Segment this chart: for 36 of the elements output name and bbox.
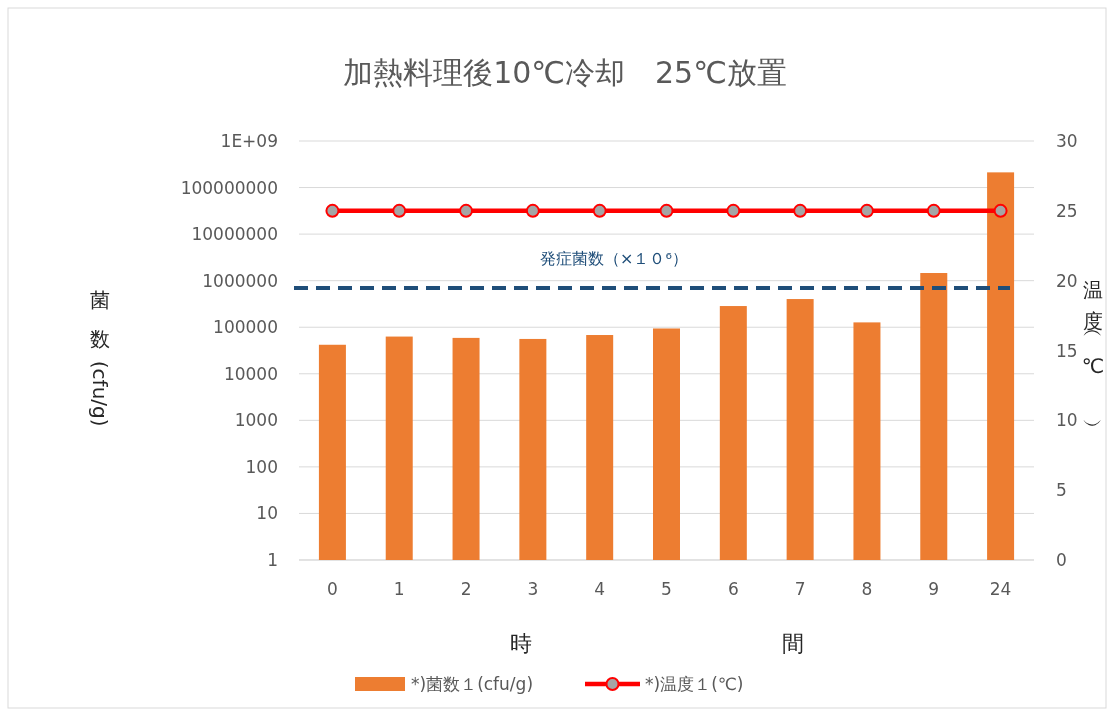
y-tick-label: 100000000 [180, 177, 278, 198]
y-tick-label: 1E+09 [220, 131, 278, 151]
y2-axis-title: 温度（℃） [1081, 263, 1105, 438]
ref-line-label: 発症菌数（×１０⁶） [540, 248, 688, 268]
x-tick-label: 5 [661, 579, 672, 599]
y2-tick-label: 5 [1056, 480, 1067, 501]
x-tick-label: 7 [794, 579, 806, 599]
y2-tick-label: 0 [1056, 550, 1067, 570]
y-tick-label: 10 [256, 503, 278, 524]
x-tick-label: 8 [861, 579, 873, 599]
x-tick-label: 0 [327, 579, 338, 599]
x-tick-label: 1 [393, 579, 405, 599]
y-tick-label: 100 [245, 456, 278, 477]
y2-tick-label: 30 [1056, 131, 1078, 151]
y2-tick-label: 15 [1056, 340, 1078, 361]
x-tick-label: 3 [527, 579, 539, 599]
x-tick-label: 2 [460, 579, 472, 599]
x-axis-title: 時間 [510, 631, 1054, 656]
legend-label: *)菌数１(cfu/g) [411, 674, 534, 694]
x-tick-label: 6 [727, 579, 739, 599]
y-tick-label: 1000 [234, 410, 278, 431]
y-tick-label: 1 [267, 550, 278, 570]
y-tick-label: 10000 [223, 363, 278, 384]
y-axis-title: 菌数 (cfu/g) [88, 274, 112, 427]
y2-tick-label: 10 [1056, 410, 1078, 431]
y-tick-label: 1000000 [202, 270, 278, 291]
y-tick-label: 100000 [213, 317, 278, 338]
y2-tick-label: 20 [1056, 270, 1078, 291]
ref-line: 発症菌数（×１０⁶） [294, 248, 1010, 290]
y2-tick-label: 25 [1056, 200, 1078, 221]
y-tick-label: 10000000 [191, 224, 278, 245]
x-tick-label: 24 [989, 579, 1012, 599]
legend-label: *)温度１(℃) [645, 674, 744, 694]
x-tick-label: 4 [594, 579, 606, 599]
chart-title: 加熱料理後10℃冷却 25℃放置 [343, 55, 787, 90]
x-tick-label: 9 [928, 579, 940, 599]
